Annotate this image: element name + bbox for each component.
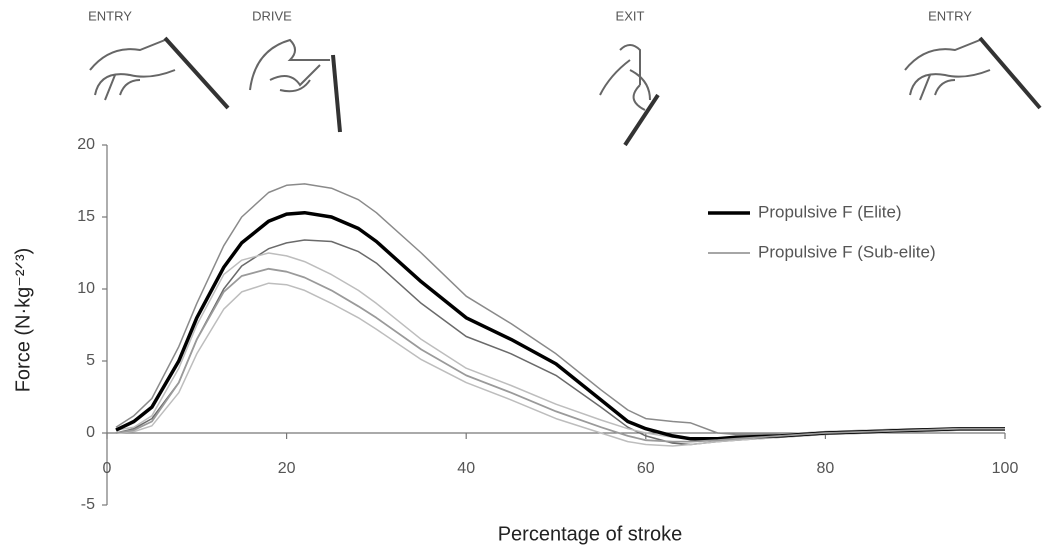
y-tick-label: 20 [77, 136, 95, 153]
swimmer-icons [89, 36, 1042, 147]
legend-label: Propulsive F (Sub-elite) [758, 242, 936, 261]
y-axis-label: Force (N·kg⁻²ᐟ³) [12, 248, 34, 393]
sd-line [115, 282, 1005, 447]
x-tick-label: 60 [637, 460, 655, 477]
series-line [115, 267, 1005, 443]
phase-label: EXIT [616, 8, 645, 23]
y-tick-label: 5 [86, 352, 95, 369]
x-tick-label: 80 [817, 460, 835, 477]
x-tick-label: 40 [457, 460, 475, 477]
y-tick-label: -5 [81, 496, 95, 513]
y-tick-label: 10 [77, 280, 95, 297]
x-tick-label: 100 [992, 460, 1019, 477]
sd-line [115, 252, 1005, 440]
phase-label: ENTRY [928, 8, 972, 23]
phase-label: ENTRY [88, 8, 132, 23]
legend-label: Propulsive F (Elite) [758, 202, 902, 221]
phase-label: DRIVE [252, 8, 292, 23]
x-tick-label: 20 [278, 460, 296, 477]
x-axis-label: Percentage of stroke [498, 523, 683, 545]
x-tick-label: 0 [103, 460, 112, 477]
y-tick-label: 0 [86, 424, 95, 441]
y-tick-label: 15 [77, 208, 95, 225]
